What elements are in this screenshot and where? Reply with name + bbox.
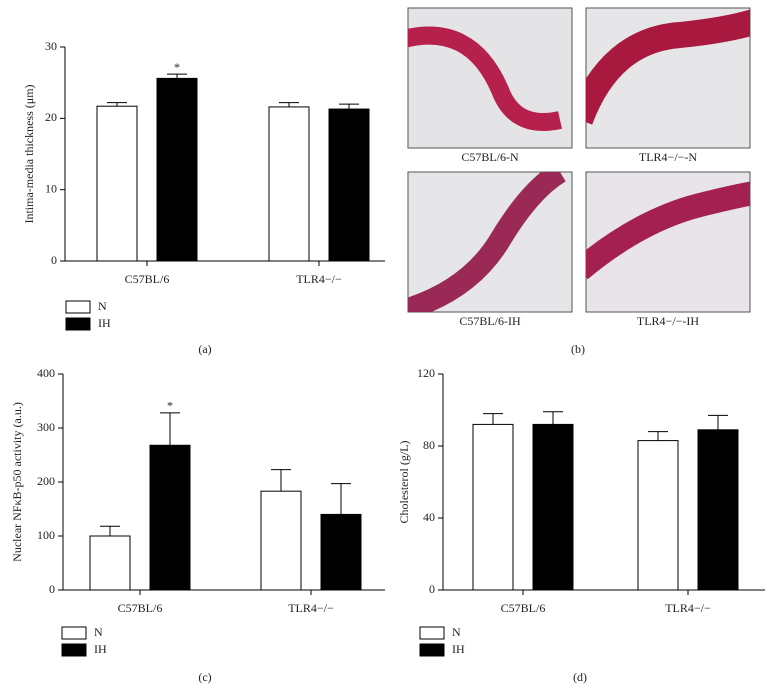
bar — [532, 423, 574, 591]
y-tick-label: 80 — [423, 438, 435, 452]
y-tick-label: 120 — [417, 366, 435, 380]
significance-marker: * — [174, 60, 180, 74]
image-caption: C57BL/6-N — [461, 150, 519, 164]
y-tick-label: 400 — [37, 366, 55, 380]
bar — [149, 444, 191, 591]
y-tick-label: 0 — [429, 582, 435, 596]
panel-label: (b) — [571, 342, 585, 356]
vessel-wall — [408, 172, 566, 312]
y-tick-label: 200 — [37, 474, 55, 488]
histology-panel — [407, 7, 751, 313]
bar — [697, 429, 739, 591]
x-tick-label: TLR4−/− — [296, 272, 342, 286]
panel-label: (a) — [198, 342, 211, 356]
bar — [89, 535, 131, 591]
bar — [320, 513, 362, 591]
legend-swatch — [65, 317, 91, 331]
image-caption: C57BL/6-IH — [459, 314, 521, 328]
bar — [260, 490, 302, 591]
legend-label: IH — [94, 642, 107, 656]
y-tick-label: 300 — [37, 420, 55, 434]
y-tick-label: 10 — [45, 181, 57, 195]
panel-label: (d) — [573, 670, 587, 684]
y-tick-label: 100 — [37, 528, 55, 542]
y-tick-label: 40 — [423, 510, 435, 524]
legend-swatch — [61, 643, 87, 657]
vessel-wall — [408, 26, 562, 131]
legend-swatch — [65, 300, 91, 314]
x-tick-label: C57BL/6 — [501, 601, 546, 615]
vessel-wall — [586, 9, 750, 125]
bar — [328, 108, 370, 262]
y-axis-label: Nuclear NFκB-p50 activity (a.u.) — [10, 402, 24, 562]
bar — [637, 440, 679, 591]
x-tick-label: C57BL/6 — [118, 601, 163, 615]
bar — [268, 106, 310, 262]
legend-label: IH — [98, 316, 111, 330]
legend-swatch — [61, 626, 87, 640]
legend-swatch — [419, 626, 445, 640]
vessel-wall — [586, 181, 750, 280]
y-axis-label: Cholesterol (g/L) — [397, 441, 411, 524]
x-tick-label: C57BL/6 — [125, 272, 170, 286]
legend-label: N — [94, 625, 103, 639]
bar — [96, 105, 138, 262]
bar — [156, 77, 198, 262]
image-caption: TLR4−/−-IH — [637, 314, 700, 328]
panel-label: (c) — [198, 670, 211, 684]
x-tick-label: TLR4−/− — [288, 601, 334, 615]
y-tick-label: 0 — [49, 582, 55, 596]
y-tick-label: 30 — [45, 39, 57, 53]
legend-swatch — [419, 643, 445, 657]
x-tick-label: TLR4−/− — [665, 601, 711, 615]
bar — [472, 423, 514, 591]
y-tick-label: 0 — [51, 253, 57, 267]
image-caption: TLR4−/−-N — [639, 150, 698, 164]
significance-marker: * — [167, 399, 173, 413]
legend-label: N — [98, 299, 107, 313]
legend-label: IH — [452, 642, 465, 656]
y-tick-label: 20 — [45, 110, 57, 124]
y-axis-label: Intima-media thickness (μm) — [22, 84, 36, 223]
legend-label: N — [452, 625, 461, 639]
